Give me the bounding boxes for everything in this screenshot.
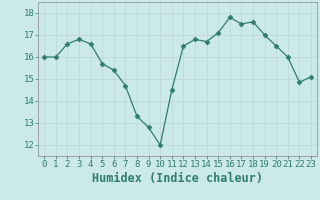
X-axis label: Humidex (Indice chaleur): Humidex (Indice chaleur) <box>92 172 263 185</box>
